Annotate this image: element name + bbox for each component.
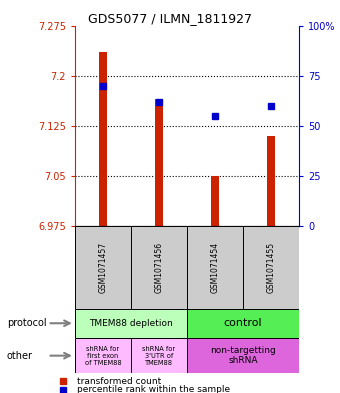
- Text: TMEM88 depletion: TMEM88 depletion: [89, 319, 173, 328]
- Bar: [243, 226, 299, 309]
- Bar: [187, 309, 299, 338]
- Bar: [131, 226, 187, 309]
- Bar: [131, 338, 187, 373]
- Text: GDS5077 / ILMN_1811927: GDS5077 / ILMN_1811927: [88, 12, 252, 25]
- Text: non-targetting
shRNA: non-targetting shRNA: [210, 346, 276, 365]
- Bar: [99, 52, 107, 226]
- Text: GSM1071457: GSM1071457: [98, 242, 107, 293]
- Text: shRNA for
3'UTR of
TMEM88: shRNA for 3'UTR of TMEM88: [142, 346, 175, 365]
- Bar: [75, 338, 131, 373]
- Text: percentile rank within the sample: percentile rank within the sample: [77, 386, 231, 393]
- Text: transformed count: transformed count: [77, 377, 162, 386]
- Text: other: other: [7, 351, 33, 361]
- Text: GSM1071454: GSM1071454: [210, 242, 220, 293]
- Text: protocol: protocol: [7, 318, 47, 328]
- Bar: [267, 136, 275, 226]
- Bar: [211, 176, 219, 226]
- Bar: [187, 338, 299, 373]
- Text: shRNA for
first exon
of TMEM88: shRNA for first exon of TMEM88: [85, 346, 121, 365]
- Text: control: control: [224, 318, 262, 328]
- Bar: [75, 226, 131, 309]
- Bar: [75, 309, 187, 338]
- Bar: [155, 99, 163, 226]
- Text: GSM1071455: GSM1071455: [267, 242, 276, 293]
- Text: GSM1071456: GSM1071456: [154, 242, 164, 293]
- Bar: [187, 226, 243, 309]
